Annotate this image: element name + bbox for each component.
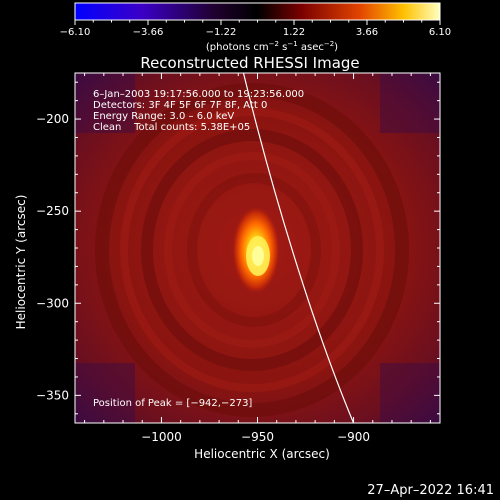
x-tick-label: −1000 — [141, 430, 182, 444]
colorbar-tick-label: 6.10 — [429, 27, 451, 38]
y-tick-label: −300 — [36, 296, 69, 310]
heatmap-image — [75, 73, 440, 423]
y-axis-ticks: −200 −250 −300 −350 — [36, 81, 440, 415]
info-annotations: 6–Jan–2003 19:17:56.000 to 19:23:56.000 … — [93, 89, 304, 409]
y-tick-label: −250 — [36, 204, 69, 218]
colorbar-tick-label: −1.22 — [206, 27, 237, 38]
colorbar-tick-label: −6.10 — [60, 27, 91, 38]
x-axis-label: Heliocentric X (arcsec) — [194, 447, 330, 461]
colorbar-ticks: −6.10 −3.66 −1.22 1.22 3.66 6.10 — [60, 20, 451, 38]
y-axis-label: Heliocentric Y (arcsec) — [14, 195, 28, 330]
x-axis-ticks: −1000 −950 −900 — [84, 73, 431, 444]
y-tick-label: −200 — [36, 112, 69, 126]
annotation-time: 6–Jan–2003 19:17:56.000 to 19:23:56.000 — [93, 89, 304, 100]
colorbar — [74, 2, 441, 21]
chart-title: Reconstructed RHESSI Image — [140, 54, 359, 72]
footer-timestamp: 27–Apr–2022 16:41 — [367, 483, 494, 498]
colorbar-tick-label: −3.66 — [133, 27, 164, 38]
x-tick-label: −950 — [241, 430, 274, 444]
annotation-energy: Energy Range: 3.0 – 6.0 keV — [93, 111, 234, 122]
x-tick-label: −900 — [337, 430, 370, 444]
solar-limb-curve — [242, 73, 355, 423]
colorbar-label: (photons cm−2 s−1 asec−2) — [206, 40, 338, 53]
y-tick-label: −350 — [36, 388, 69, 402]
annotation-detectors: Detectors: 3F 4F 5F 6F 7F 8F, Att 0 — [93, 100, 267, 111]
peak-position-label: Position of Peak = [−942,−273] — [93, 398, 252, 409]
annotation-counts: Clean Total counts: 5.38E+05 — [93, 122, 250, 133]
colorbar-tick-label: 3.66 — [356, 27, 378, 38]
colorbar-tick-label: 1.22 — [283, 27, 305, 38]
